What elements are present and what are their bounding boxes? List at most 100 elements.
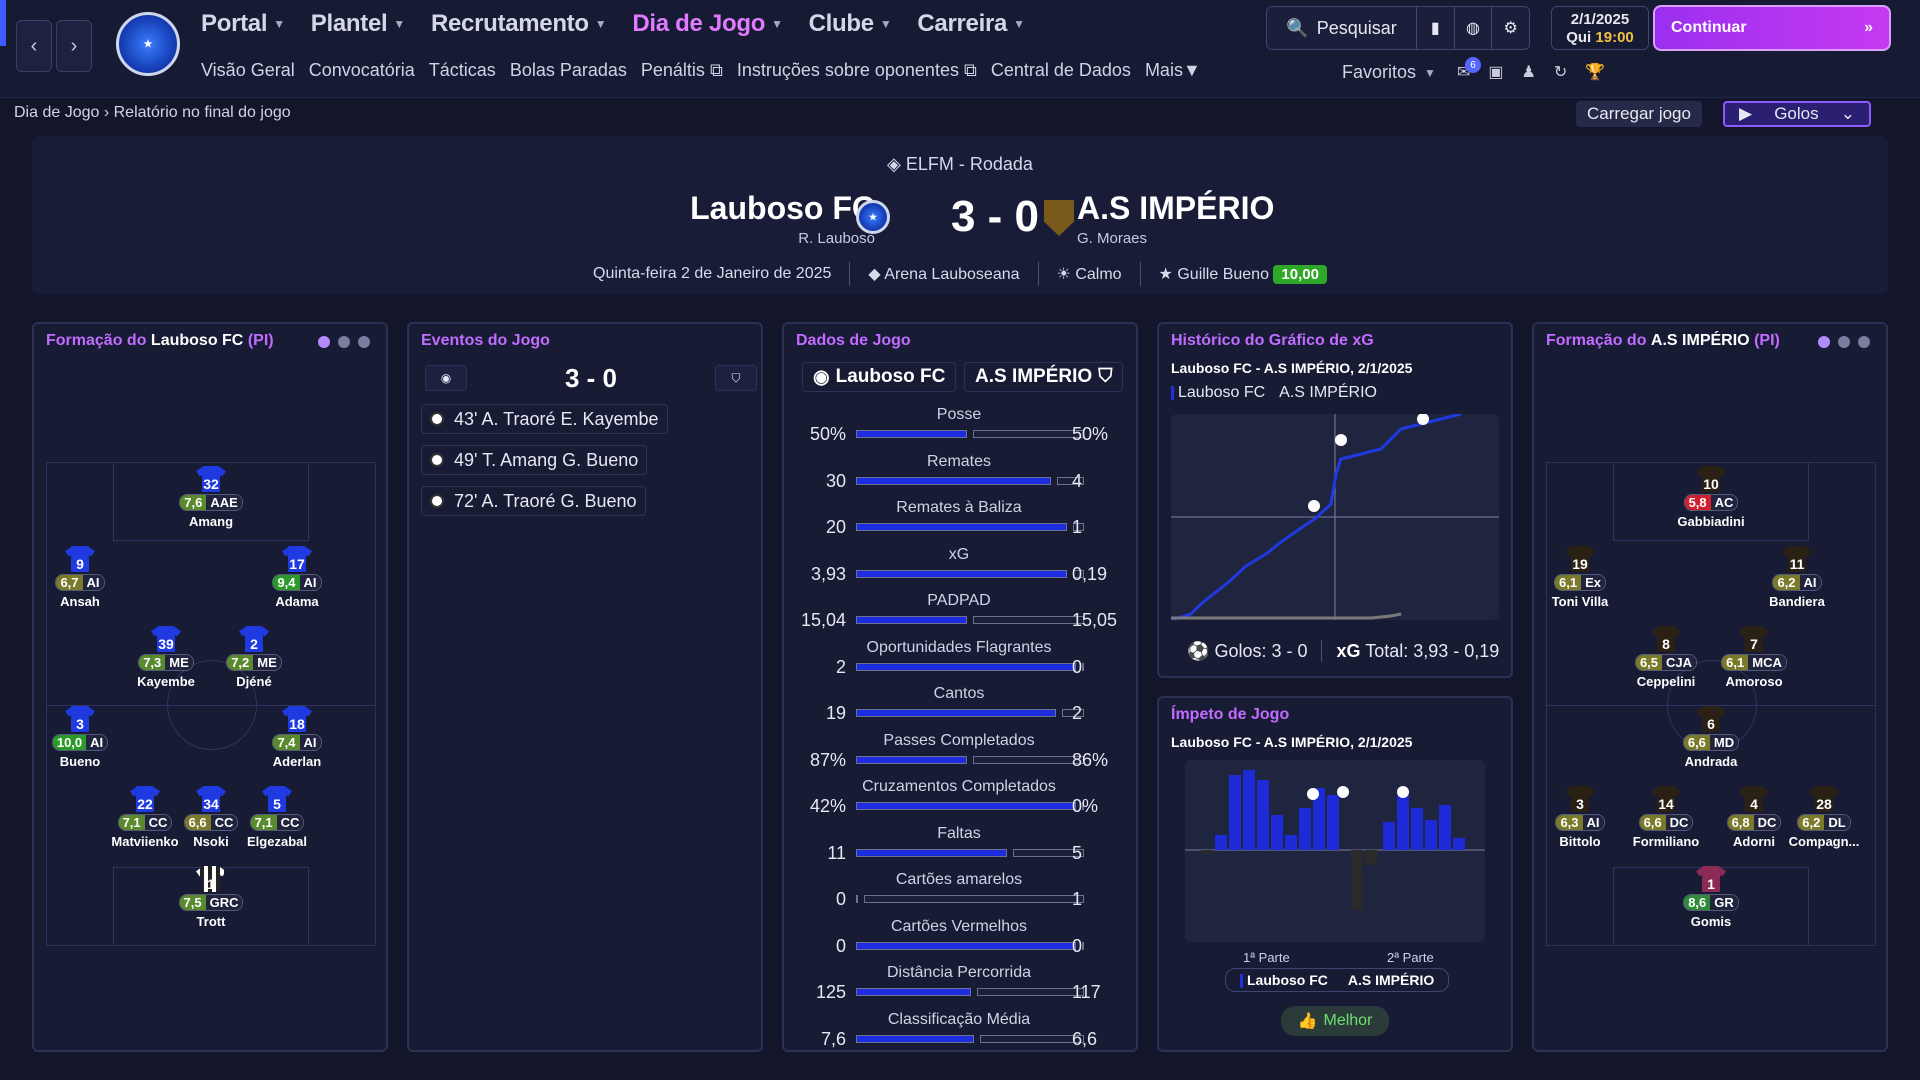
player-card[interactable]: 11 6,2 AI Bandiera	[1752, 546, 1842, 609]
subnav-mais[interactable]: Mais▼	[1145, 60, 1201, 81]
shirt-number: 4	[1750, 796, 1758, 812]
page-dot[interactable]	[1818, 336, 1830, 348]
player-rating-badge: 6,7 AI	[55, 574, 105, 591]
event-row[interactable]: 49' T. Amang G. Bueno	[421, 445, 648, 475]
player-card[interactable]: 2 7,2 ME Djéné	[209, 626, 299, 689]
player-rating: 6,2	[1798, 815, 1825, 830]
subnav-instrucoes[interactable]: Instruções sobre oponentes ⧉	[737, 60, 977, 81]
page-dot[interactable]	[1858, 336, 1870, 348]
event-row[interactable]: 72' A. Traoré G. Bueno	[421, 486, 646, 516]
player-card[interactable]: 3 6,3 AI Bittolo	[1535, 786, 1625, 849]
player-card[interactable]: 8 6,5 CJA Ceppelini	[1621, 626, 1711, 689]
away-team-name[interactable]: A.S IMPÉRIO	[1077, 190, 1275, 226]
people-icon[interactable]: ♟	[1521, 64, 1536, 81]
player-card[interactable]: 14 6,6 DC Formiliano	[1621, 786, 1711, 849]
home-crest-icon: ◉	[813, 366, 830, 388]
breadcrumb-parent[interactable]: Dia de Jogo	[14, 104, 100, 121]
player-card[interactable]: 9 6,7 AI Ansah	[35, 546, 125, 609]
stat-away-value: 1	[1072, 517, 1083, 537]
quick-icons: ✉ ▣ ♟ ↻ 🏆	[1457, 62, 1605, 82]
bookmark-button[interactable]: ▮	[1417, 7, 1455, 49]
subnav-convocatoria[interactable]: Convocatória	[308, 60, 415, 80]
chevron-right-icon: ›	[103, 104, 114, 121]
player-card[interactable]: 7 6,1 MCA Amoroso	[1709, 626, 1799, 689]
player-card[interactable]: 3 10,0 AI Bueno	[35, 706, 125, 769]
page-dot[interactable]	[358, 336, 370, 348]
home-manager[interactable]: R. Lauboso	[798, 230, 875, 247]
player-rating: 7,1	[118, 815, 145, 830]
player-position: AAE	[206, 495, 242, 510]
player-name: Adama	[275, 594, 319, 609]
player-card[interactable]: 22 7,1 CC Matviienko	[100, 786, 190, 849]
continue-label: Continuar	[1671, 19, 1747, 36]
trophy-icon[interactable]: 🏆	[1585, 64, 1606, 81]
chevron-down-icon: ▼	[1013, 17, 1025, 31]
player-card[interactable]: 32 7,6 AAE Amang	[166, 466, 256, 529]
subnav-bolas-paradas[interactable]: Bolas Paradas	[509, 60, 627, 80]
momentum-title: Ímpeto de Jogo	[1171, 706, 1290, 723]
player-name: Aderlan	[272, 754, 322, 769]
nav-portal[interactable]: Portal ▼	[201, 10, 285, 37]
best-button[interactable]: 👍 Melhor	[1281, 1006, 1389, 1036]
player-card[interactable]: 28 6,2 DL Compagn...	[1779, 786, 1869, 849]
nav-clube[interactable]: Clube ▼	[808, 10, 892, 37]
goals-dropdown[interactable]: ▶ Golos ⌄	[1723, 101, 1871, 127]
player-card[interactable]: 39 7,3 ME Kayembe	[121, 626, 211, 689]
legend-swatch	[1240, 974, 1243, 989]
back-button[interactable]: ‹	[16, 20, 52, 72]
subnav-visao-geral[interactable]: Visão Geral	[201, 60, 295, 80]
competition-text: ELFM - Rodada	[905, 154, 1033, 174]
player-card[interactable]: 10 5,8 AC Gabbiadini	[1666, 466, 1756, 529]
settings-button[interactable]: ⚙	[1492, 7, 1529, 49]
page-dot[interactable]	[1838, 336, 1850, 348]
player-card[interactable]: 34 6,6 CC Nsoki	[166, 786, 256, 849]
refresh-icon[interactable]: ↻	[1553, 64, 1568, 81]
subnav-tacticas[interactable]: Tácticas	[428, 60, 496, 80]
page-dot[interactable]	[318, 336, 330, 348]
subnav-central-dados[interactable]: Central de Dados	[990, 60, 1131, 80]
player-of-match[interactable]: ★ Guille Bueno 10,00	[1159, 264, 1327, 284]
match-stats-panel: Dados de Jogo ◉ Lauboso FC A.S IMPÉRIO ⛉ P…	[782, 322, 1138, 1052]
stat-bar-home	[856, 569, 1067, 578]
favorites-dropdown[interactable]: Favoritos ▼	[1342, 62, 1436, 83]
player-card[interactable]: 18 7,4 AI Aderlan	[252, 706, 342, 769]
nav-carreira[interactable]: Carreira ▼	[917, 10, 1025, 37]
player-card[interactable]: 5 7,1 CC Elgezabal	[232, 786, 322, 849]
stat-home-value: 2	[835, 656, 846, 677]
chevron-down-icon: ▼	[771, 17, 783, 31]
player-card[interactable]: 17 9,4 AI Adama	[252, 546, 342, 609]
search-button[interactable]: 🔍 Pesquisar	[1267, 7, 1417, 49]
nav-recrutamento[interactable]: Recrutamento ▼	[430, 10, 607, 37]
match-info-row: Quinta-feira 2 de Janeiro de 2025 ◆ Aren…	[32, 262, 1888, 286]
player-card[interactable]: 19 6,1 Ex Toni Villa	[1535, 546, 1625, 609]
nav-plantel[interactable]: Plantel ▼	[310, 10, 405, 37]
player-card[interactable]: 6 6,6 MD Andrada	[1666, 706, 1756, 769]
player-card[interactable]: 4 6,8 DC Adorni	[1709, 786, 1799, 849]
stats-away-team: A.S IMPÉRIO ⛉	[964, 362, 1124, 392]
stat-bar-home	[856, 802, 1076, 810]
home-team-name[interactable]: Lauboso FC	[690, 190, 875, 226]
game-date[interactable]: 2/1/2025 Qui 19:00	[1551, 6, 1649, 50]
stat-bar-away	[1082, 941, 1084, 950]
player-card[interactable]: 1 8,6 GR Gomis	[1666, 866, 1756, 929]
stadium-icon: ◆	[868, 266, 881, 283]
load-match-button[interactable]: Carregar jogo	[1576, 101, 1702, 127]
forward-button[interactable]: ›	[56, 20, 92, 72]
continue-button[interactable]: Continuar »	[1653, 5, 1891, 51]
globe-button[interactable]: ◍	[1455, 7, 1493, 49]
player-card[interactable]: 1 7,5 GRC Trott	[166, 866, 256, 929]
player-rating: 6,2	[1773, 575, 1800, 590]
club-crest[interactable]: ★	[116, 12, 180, 76]
subnav-penaltis[interactable]: Penáltis ⧉	[641, 60, 723, 81]
stat-label: Posse	[936, 406, 982, 423]
notes-icon[interactable]: ▣	[1488, 64, 1504, 81]
xg-chart-svg	[1170, 412, 1499, 622]
page-dot[interactable]	[338, 336, 350, 348]
shirt-number: 1	[207, 876, 215, 892]
momentum-bars-away	[1201, 850, 1377, 910]
event-text: 72' A. Traoré G. Bueno	[454, 490, 637, 511]
event-row[interactable]: 43' A. Traoré E. Kayembe	[421, 404, 668, 434]
away-manager[interactable]: G. Moraes	[1077, 230, 1148, 247]
player-rating-badge: 7,5 GRC	[178, 894, 244, 911]
nav-dia-de-jogo[interactable]: Dia de Jogo ▼	[632, 10, 783, 37]
